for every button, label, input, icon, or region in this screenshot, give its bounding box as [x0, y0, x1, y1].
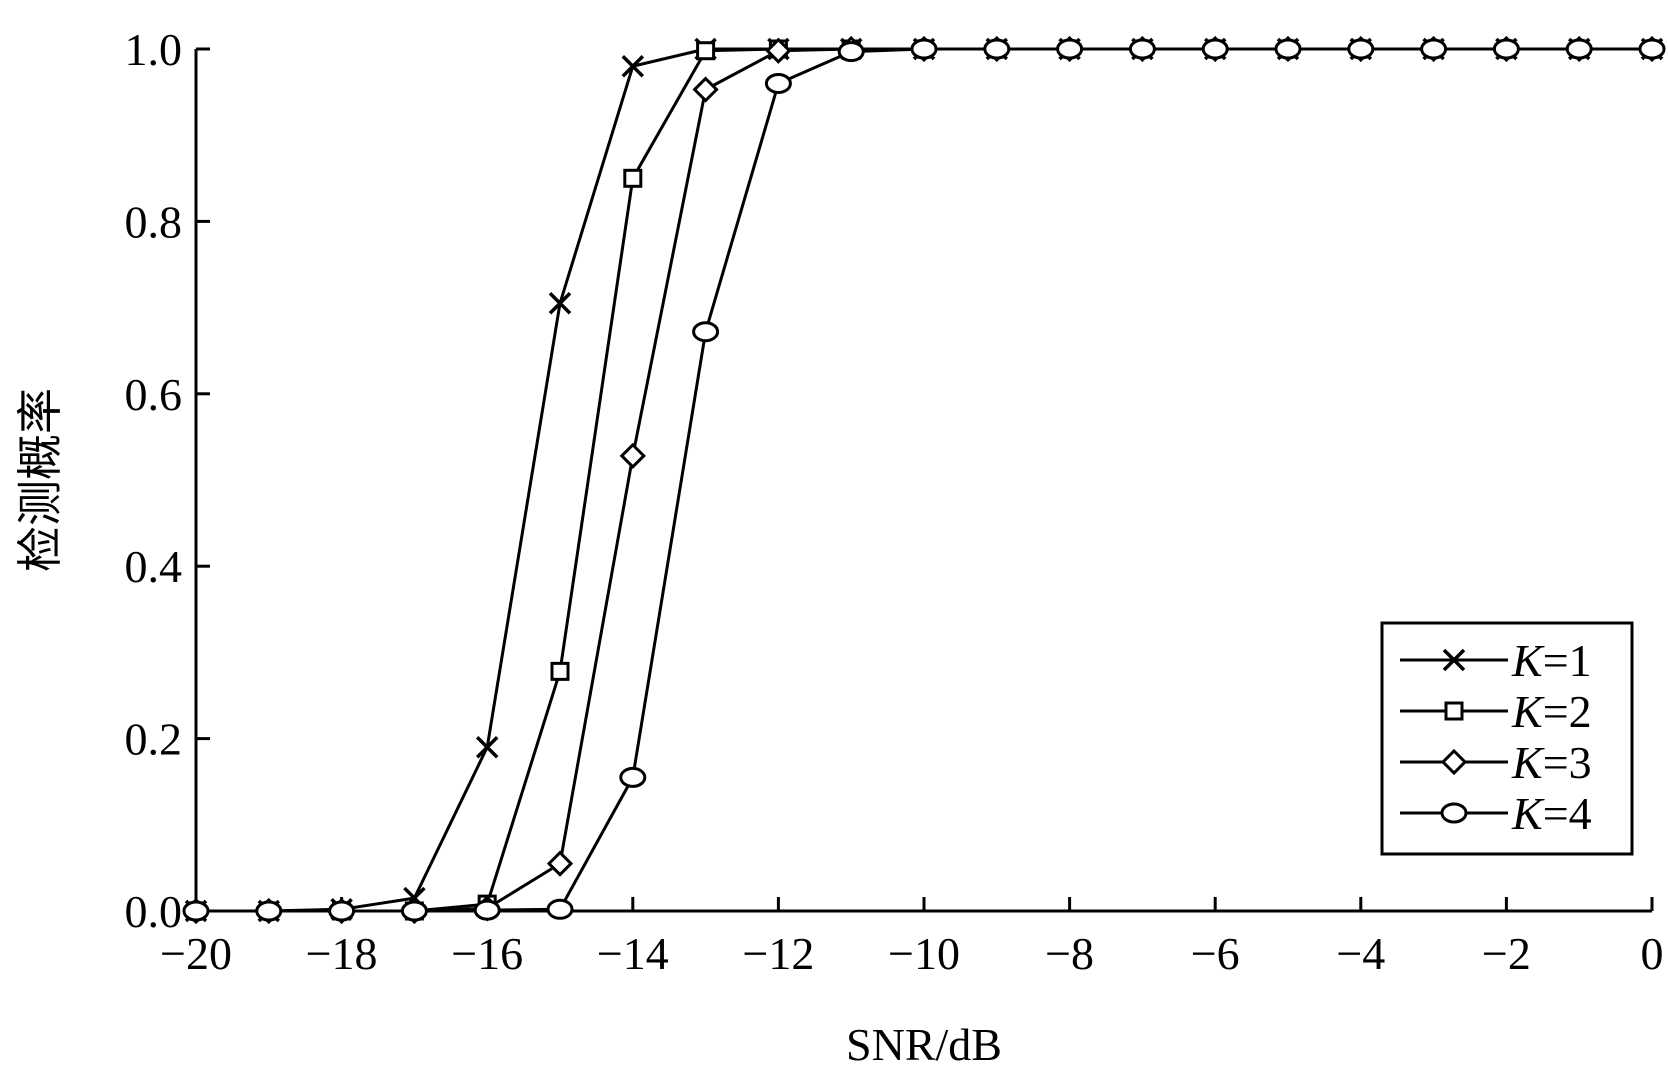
legend-label: K=2 — [1511, 686, 1592, 737]
legend-item: K=1 — [1400, 635, 1592, 686]
data-point — [548, 292, 572, 315]
data-point — [182, 900, 210, 922]
data-point — [1274, 38, 1302, 60]
x-tick-label: −6 — [1191, 928, 1240, 979]
legend-item: K=3 — [1400, 737, 1592, 788]
data-point — [1128, 38, 1156, 60]
x-tick-label: −8 — [1045, 928, 1094, 979]
data-point — [1201, 38, 1229, 60]
x-tick-label: −10 — [888, 928, 960, 979]
legend-marker — [1442, 648, 1466, 672]
legend-marker — [1440, 802, 1468, 824]
y-tick-label: 0.2 — [125, 714, 183, 765]
x-tick-label: −2 — [1482, 928, 1531, 979]
x-tick-label: −20 — [160, 928, 232, 979]
data-point — [1347, 38, 1375, 60]
y-axis-ticks: 0.0 0.2 0.4 0.6 0.8 1.0 — [125, 24, 210, 937]
x-axis-ticks: −20 −18 −16 −14 −12 −10 −8 −6 −4 −2 0 — [160, 897, 1664, 979]
data-point — [692, 76, 719, 103]
x-tick-label: −16 — [451, 928, 523, 979]
x-tick-label: 0 — [1641, 928, 1664, 979]
x-tick-label: −18 — [306, 928, 378, 979]
data-point — [764, 72, 792, 94]
data-point — [692, 321, 720, 343]
x-axis-title: SNR/dB — [846, 1019, 1002, 1065]
y-tick-label: 0.0 — [125, 886, 183, 937]
legend-item: K=2 — [1400, 686, 1592, 737]
legend-label: K=4 — [1511, 788, 1592, 839]
y-axis-title: 检测概率 — [15, 388, 66, 572]
legend-marker — [1440, 748, 1468, 776]
data-point — [1565, 38, 1593, 60]
legend-item: K=4 — [1400, 788, 1592, 839]
data-point — [619, 766, 647, 788]
data-point — [475, 735, 499, 759]
data-point — [255, 900, 283, 922]
legend-box — [1380, 621, 1634, 856]
series-layer — [182, 35, 1666, 925]
x-tick-label: −4 — [1336, 928, 1385, 979]
data-point — [550, 661, 570, 681]
series-4 — [182, 38, 1666, 922]
y-tick-label: 0.8 — [125, 196, 183, 247]
data-point — [619, 442, 646, 469]
data-point — [910, 38, 938, 60]
data-point — [400, 900, 428, 922]
y-tick-label: 1.0 — [125, 24, 183, 75]
x-tick-label: −14 — [597, 928, 669, 979]
data-point — [546, 898, 574, 920]
legend-label: K=3 — [1511, 737, 1592, 788]
legend-marker — [1444, 701, 1464, 721]
data-point — [328, 900, 356, 922]
y-tick-label: 0.6 — [125, 369, 183, 420]
data-point — [837, 41, 865, 63]
data-point — [765, 37, 792, 64]
legend: K=1K=2K=3K=4 — [1380, 621, 1634, 856]
x-tick-label: −12 — [742, 928, 814, 979]
data-point — [1638, 38, 1666, 60]
y-tick-label: 0.4 — [125, 541, 183, 592]
data-point — [1056, 38, 1084, 60]
data-point — [546, 850, 574, 877]
data-point — [696, 41, 716, 61]
data-point — [621, 55, 645, 78]
data-point — [983, 38, 1011, 60]
legend-label: K=1 — [1511, 635, 1592, 686]
data-point — [623, 168, 643, 188]
data-point — [1420, 38, 1448, 60]
data-point — [1492, 38, 1520, 60]
data-point — [473, 899, 501, 921]
